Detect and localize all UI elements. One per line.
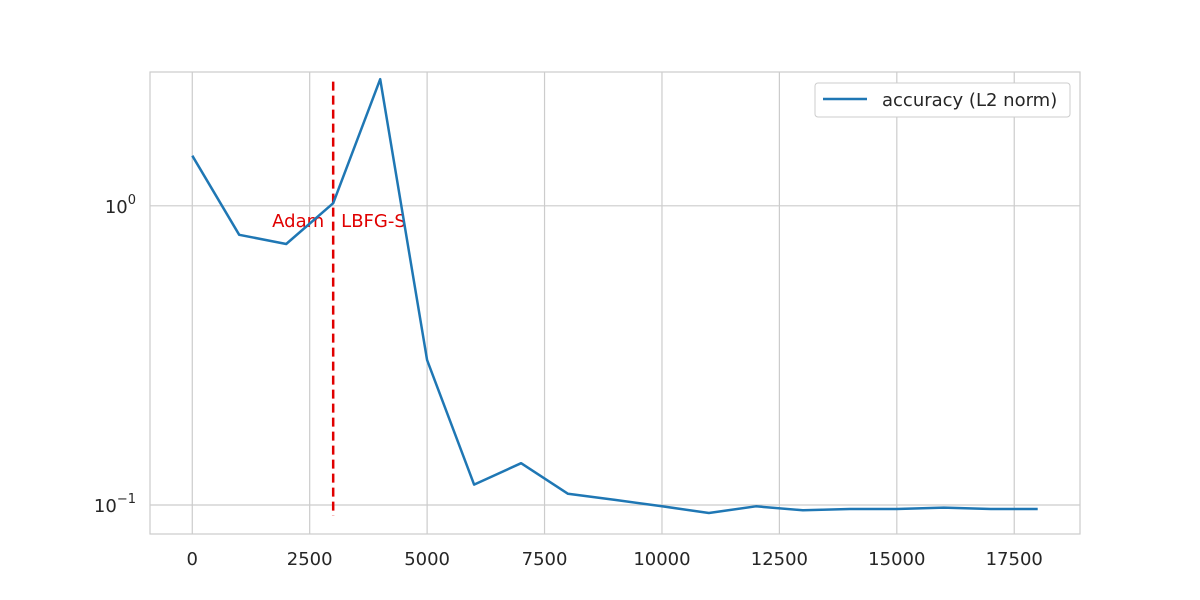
plot-area-frame	[149, 71, 1081, 535]
y-tick-label: 100	[105, 193, 136, 218]
x-tick-label: 5000	[404, 549, 450, 570]
series-line-0	[191, 77, 1038, 515]
adam-phase-label: Adam	[272, 211, 324, 232]
series-group	[191, 77, 1038, 515]
x-tick-label: 15000	[868, 549, 925, 570]
x-tick-label: 12500	[751, 549, 808, 570]
y-tick-base: 10	[94, 496, 117, 517]
x-tick-label: 10000	[633, 549, 690, 570]
y-tick-label: 10−1	[94, 492, 136, 517]
y-tick-exponent: −1	[117, 492, 136, 507]
x-tick-label: 0	[187, 549, 198, 570]
x-tick-label: 2500	[287, 549, 333, 570]
y-tick-exponent: 0	[128, 193, 136, 208]
y-tick-base: 10	[105, 197, 128, 218]
legend-box	[814, 82, 1071, 118]
x-tick-label: 7500	[522, 549, 568, 570]
legend-label: accuracy (L2 norm)	[882, 90, 1057, 111]
x-axis-ticks: 0 2500 5000 7500 10000 12500 15000 17500	[187, 549, 1043, 570]
grid	[150, 72, 1080, 534]
x-tick-label: 17500	[986, 549, 1043, 570]
legend: accuracy (L2 norm)	[814, 82, 1071, 118]
lbfgs-phase-label: LBFG-S	[341, 211, 406, 232]
